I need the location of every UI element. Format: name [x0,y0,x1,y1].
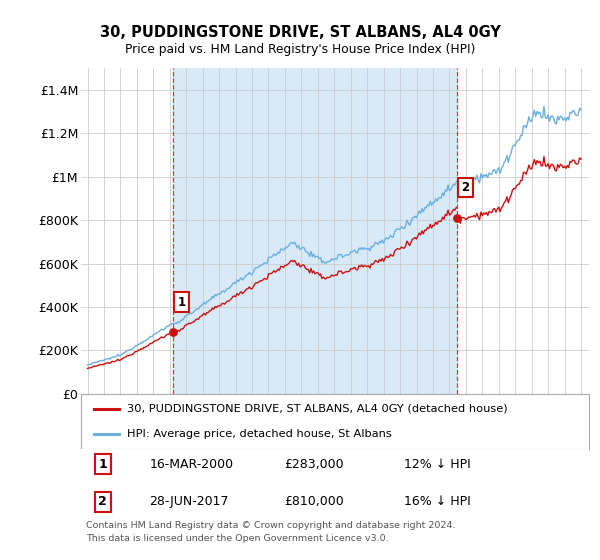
Text: 28-JUN-2017: 28-JUN-2017 [149,495,229,508]
Text: £810,000: £810,000 [284,495,344,508]
Bar [173,68,457,394]
Point [169,328,178,337]
Text: Price paid vs. HM Land Registry's House Price Index (HPI): Price paid vs. HM Land Registry's House … [125,43,475,56]
Text: 2: 2 [461,181,470,194]
Text: 1: 1 [98,458,107,471]
Text: Contains HM Land Registry data © Crown copyright and database right 2024.
This d: Contains HM Land Registry data © Crown c… [86,521,455,543]
Text: 30, PUDDINGSTONE DRIVE, ST ALBANS, AL4 0GY (detached house): 30, PUDDINGSTONE DRIVE, ST ALBANS, AL4 0… [127,404,508,414]
Point [452,213,462,222]
Text: £283,000: £283,000 [284,458,344,471]
Text: 12% ↓ HPI: 12% ↓ HPI [404,458,470,471]
Text: 30, PUDDINGSTONE DRIVE, ST ALBANS, AL4 0GY: 30, PUDDINGSTONE DRIVE, ST ALBANS, AL4 0… [100,25,500,40]
Text: HPI: Average price, detached house, St Albans: HPI: Average price, detached house, St A… [127,429,391,439]
Text: 2: 2 [98,495,107,508]
Text: 16-MAR-2000: 16-MAR-2000 [149,458,234,471]
Text: 16% ↓ HPI: 16% ↓ HPI [404,495,470,508]
Text: 1: 1 [178,296,185,309]
